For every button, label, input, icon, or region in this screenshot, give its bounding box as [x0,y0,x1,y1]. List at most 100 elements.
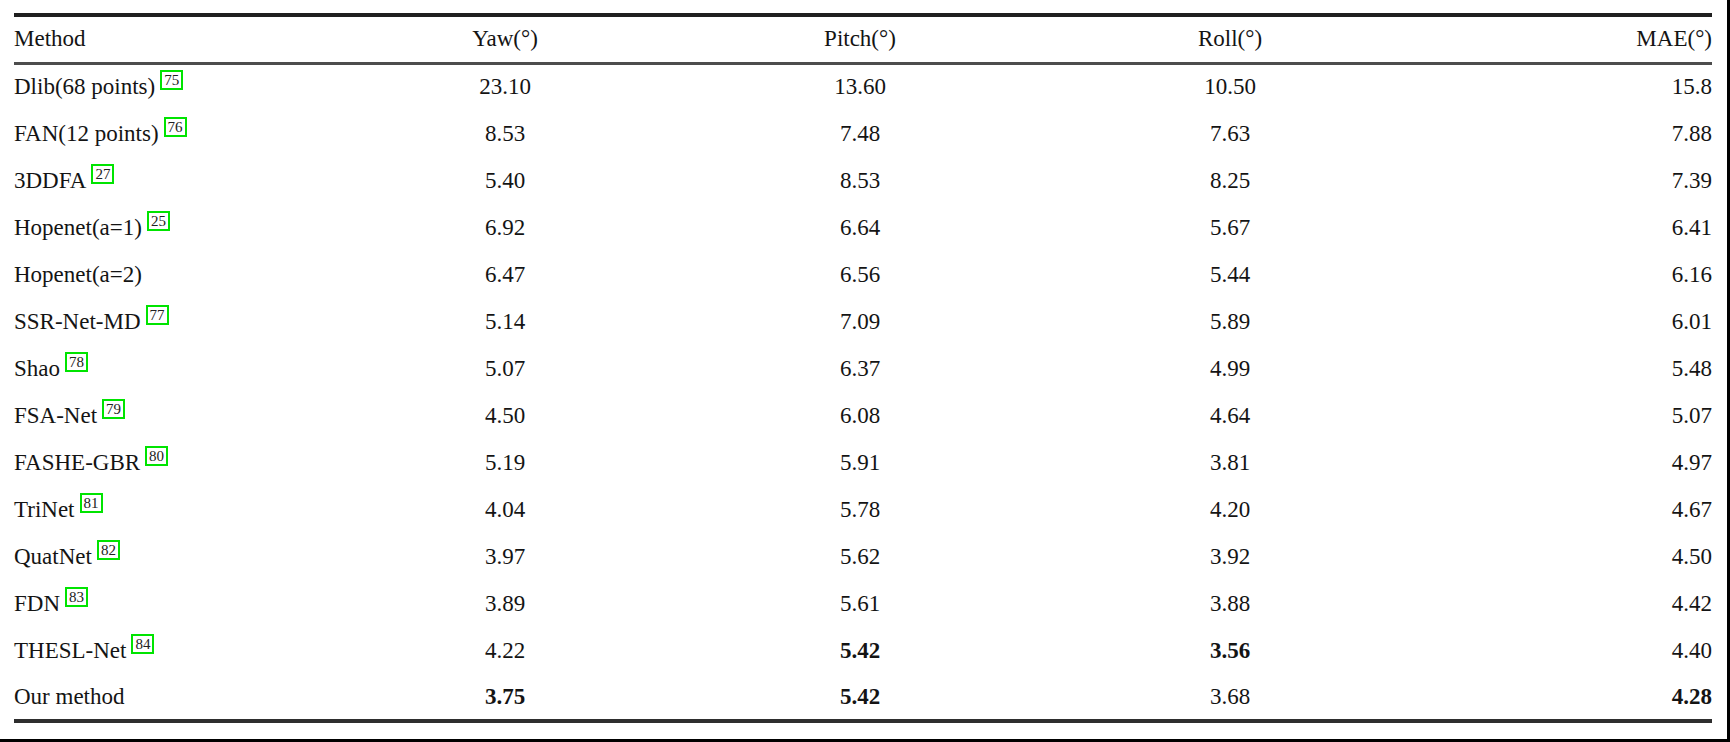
method-cell: FSA-Net79 [14,392,350,439]
method-label: SSR-Net-MD [14,309,141,334]
citation-link[interactable]: 25 [147,211,170,231]
citation-link[interactable]: 78 [65,352,88,372]
yaw-value: 23.10 [350,63,660,110]
table-row: TriNet814.045.784.204.67 [14,486,1712,533]
table-row: FAN(12 points)768.537.487.637.88 [14,110,1712,157]
mae-value: 4.97 [1400,439,1712,486]
method-cell: Shao78 [14,345,350,392]
table-row: FASHE-GBR805.195.913.814.97 [14,439,1712,486]
roll-value: 4.99 [1060,345,1400,392]
citation-link[interactable]: 76 [164,117,187,137]
table-row: Hopenet(a=1)256.926.645.676.41 [14,204,1712,251]
method-label: FDN [14,591,60,616]
yaw-value: 8.53 [350,110,660,157]
yaw-value: 4.22 [350,627,660,674]
method-cell: FDN83 [14,580,350,627]
table-row: Hopenet(a=2)6.476.565.446.16 [14,251,1712,298]
roll-value: 3.81 [1060,439,1400,486]
roll-value: 3.56 [1060,627,1400,674]
pitch-value: 5.91 [660,439,1060,486]
method-label: 3DDFA [14,168,86,193]
yaw-value: 4.50 [350,392,660,439]
roll-value: 7.63 [1060,110,1400,157]
pdf-page: Method Yaw(°) Pitch(°) Roll(°) MAE(°) Dl… [0,0,1730,742]
yaw-value: 6.47 [350,251,660,298]
citation-link[interactable]: 84 [131,634,154,654]
pitch-value: 5.61 [660,580,1060,627]
col-header-pitch: Pitch(°) [660,15,1060,63]
mae-value: 4.67 [1400,486,1712,533]
roll-value: 3.88 [1060,580,1400,627]
table-row: Our method 3.755.423.684.28 [14,674,1712,721]
table-row: 3DDFA275.408.538.257.39 [14,157,1712,204]
yaw-value: 5.07 [350,345,660,392]
yaw-value: 5.40 [350,157,660,204]
mae-value: 4.40 [1400,627,1712,674]
yaw-value: 4.04 [350,486,660,533]
roll-value: 10.50 [1060,63,1400,110]
method-label: QuatNet [14,544,92,569]
pitch-value: 7.48 [660,110,1060,157]
method-label: TriNet [14,497,75,522]
table-row: THESL-Net844.225.423.564.40 [14,627,1712,674]
col-header-method: Method [14,15,350,63]
method-cell: 3DDFA27 [14,157,350,204]
citation-link[interactable]: 82 [97,540,120,560]
roll-value: 3.68 [1060,674,1400,721]
roll-value: 3.92 [1060,533,1400,580]
mae-value: 6.01 [1400,298,1712,345]
citation-link[interactable]: 83 [65,587,88,607]
mae-value: 7.88 [1400,110,1712,157]
method-label: FAN(12 points) [14,121,159,146]
roll-value: 5.67 [1060,204,1400,251]
col-header-roll: Roll(°) [1060,15,1400,63]
method-cell: Our method [14,674,350,721]
citation-link[interactable]: 79 [102,399,125,419]
yaw-value: 3.97 [350,533,660,580]
pitch-value: 5.42 [660,627,1060,674]
mae-value: 15.8 [1400,63,1712,110]
pitch-value: 7.09 [660,298,1060,345]
roll-value: 4.20 [1060,486,1400,533]
method-cell: Dlib(68 points)75 [14,63,350,110]
citation-link[interactable]: 27 [91,164,114,184]
pitch-value: 5.78 [660,486,1060,533]
yaw-value: 5.14 [350,298,660,345]
yaw-value: 3.89 [350,580,660,627]
method-label: Our method [14,684,125,709]
citation-link[interactable]: 81 [80,493,103,513]
table-row: FDN833.895.613.884.42 [14,580,1712,627]
mae-value: 6.41 [1400,204,1712,251]
method-cell: FAN(12 points)76 [14,110,350,157]
method-cell: Hopenet(a=2) [14,251,350,298]
roll-value: 5.89 [1060,298,1400,345]
mae-value: 4.28 [1400,674,1712,721]
method-label: Dlib(68 points) [14,74,155,99]
header-row: Method Yaw(°) Pitch(°) Roll(°) MAE(°) [14,15,1712,63]
mae-value: 6.16 [1400,251,1712,298]
yaw-value: 5.19 [350,439,660,486]
table-row: Dlib(68 points)7523.1013.6010.5015.8 [14,63,1712,110]
method-label: Shao [14,356,60,381]
method-cell: FASHE-GBR80 [14,439,350,486]
yaw-value: 6.92 [350,204,660,251]
method-cell: QuatNet82 [14,533,350,580]
col-header-yaw: Yaw(°) [350,15,660,63]
table-row: FSA-Net794.506.084.645.07 [14,392,1712,439]
mae-value: 4.42 [1400,580,1712,627]
pitch-value: 13.60 [660,63,1060,110]
pitch-value: 5.42 [660,674,1060,721]
citation-link[interactable]: 77 [146,305,169,325]
results-table: Method Yaw(°) Pitch(°) Roll(°) MAE(°) Dl… [14,13,1712,723]
yaw-value: 3.75 [350,674,660,721]
pitch-value: 8.53 [660,157,1060,204]
citation-link[interactable]: 80 [145,446,168,466]
method-cell: THESL-Net84 [14,627,350,674]
method-label: FASHE-GBR [14,450,140,475]
method-cell: TriNet81 [14,486,350,533]
mae-value: 4.50 [1400,533,1712,580]
citation-link[interactable]: 75 [160,70,183,90]
pitch-value: 6.08 [660,392,1060,439]
mae-value: 5.07 [1400,392,1712,439]
method-label: THESL-Net [14,638,126,663]
